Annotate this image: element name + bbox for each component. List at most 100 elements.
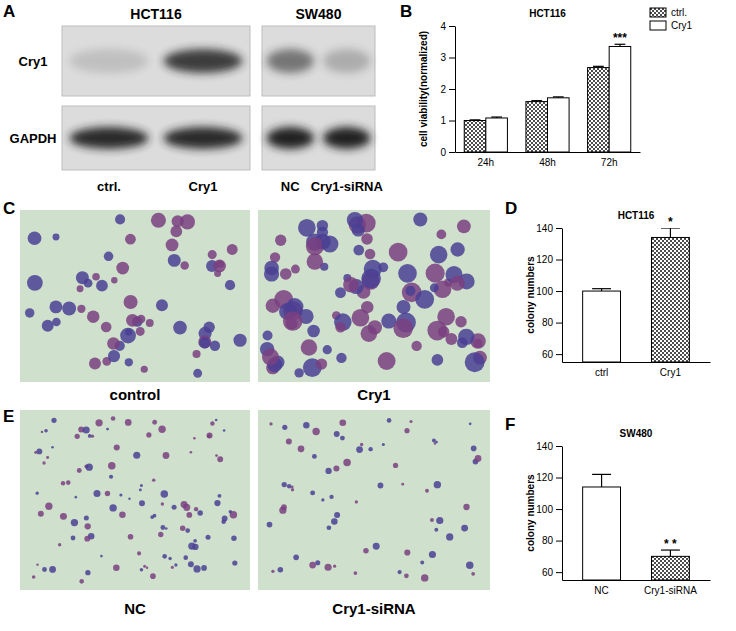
colony	[355, 500, 358, 503]
legend-label: Cry1	[671, 20, 693, 31]
tick: 120	[536, 472, 562, 483]
colony	[115, 214, 125, 224]
colony	[111, 277, 117, 283]
tick: 80	[542, 535, 562, 546]
tick-label: 120	[536, 254, 553, 265]
colony	[36, 563, 38, 565]
colony	[84, 279, 93, 288]
plot-area	[583, 474, 690, 580]
colony	[434, 481, 441, 488]
error-bar	[592, 474, 611, 487]
error-cap	[592, 474, 611, 475]
colony	[100, 555, 103, 558]
colony	[457, 219, 471, 233]
colony	[411, 341, 421, 351]
axis-line	[562, 447, 563, 581]
tick-mark	[556, 323, 562, 324]
tick-mark	[556, 291, 562, 292]
colony	[156, 299, 168, 311]
blot-row-label: GAPDH	[10, 131, 57, 146]
colony	[206, 535, 211, 540]
y-axis: 6080100120140	[536, 441, 562, 581]
colony	[343, 459, 351, 467]
colony	[333, 565, 336, 568]
colony	[172, 505, 177, 510]
colony	[83, 426, 90, 433]
colony	[469, 422, 472, 425]
colony	[325, 564, 332, 571]
colony	[173, 321, 187, 335]
colony	[227, 244, 238, 255]
colony	[71, 536, 76, 541]
colony	[85, 523, 91, 529]
y-axis: 01234	[440, 21, 455, 158]
colony	[340, 436, 345, 441]
colony	[58, 543, 61, 546]
colony	[139, 500, 145, 506]
colony	[321, 235, 338, 252]
colony	[233, 334, 246, 347]
axis-line	[563, 362, 711, 363]
bar	[464, 121, 486, 153]
colony	[378, 352, 396, 370]
colony	[393, 463, 398, 468]
colony	[141, 366, 148, 373]
colony	[192, 350, 200, 358]
colony	[152, 478, 155, 481]
error-bar	[661, 228, 680, 237]
tick: 100	[536, 286, 562, 297]
bar	[583, 487, 621, 580]
tick-mark	[449, 58, 455, 59]
colony	[158, 426, 165, 433]
colony	[150, 573, 156, 579]
tick-label: 2	[440, 84, 446, 95]
colony	[53, 234, 60, 241]
tick: 0	[440, 147, 455, 158]
colony	[361, 301, 373, 313]
colony	[339, 419, 346, 426]
tick: 3	[440, 52, 455, 63]
blot-membrane	[262, 106, 375, 170]
colony	[105, 491, 110, 496]
colony	[387, 418, 392, 423]
tick-mark	[556, 478, 562, 479]
colony	[432, 439, 436, 443]
colony	[360, 443, 363, 446]
blot-band	[70, 49, 149, 73]
chart: ***0123424h48h72hHCT116cell viability(no…	[418, 7, 693, 168]
error-bar	[531, 100, 542, 102]
colony	[269, 422, 272, 425]
colony	[471, 572, 475, 576]
colony	[213, 260, 226, 273]
bar	[651, 556, 689, 580]
tick-label: 72h	[601, 157, 618, 168]
x-axis: ctrlCry1	[563, 362, 711, 378]
colony	[325, 468, 331, 474]
bar	[526, 102, 548, 152]
error-bar	[470, 119, 481, 121]
colony	[128, 498, 130, 500]
colony	[373, 543, 380, 550]
colony	[264, 261, 279, 276]
panel-label: E	[3, 407, 14, 426]
colony	[471, 446, 477, 452]
colony	[210, 421, 214, 425]
colony	[180, 261, 189, 270]
tick-label: 140	[536, 441, 553, 452]
plate-image	[20, 210, 250, 382]
colony	[267, 522, 273, 528]
colony	[137, 551, 141, 555]
image-caption: control	[110, 386, 161, 403]
y-axis-title: colony numbers	[525, 256, 536, 334]
error-bar	[593, 66, 604, 67]
colony	[429, 551, 436, 558]
colony	[128, 534, 134, 540]
tick-mark	[556, 260, 562, 261]
tick-label: NC	[594, 585, 608, 596]
colony	[334, 512, 340, 518]
tick-mark	[449, 26, 455, 27]
bar	[486, 118, 508, 152]
colony	[361, 325, 378, 342]
blot-band	[164, 127, 243, 149]
blot-membrane	[262, 26, 375, 96]
